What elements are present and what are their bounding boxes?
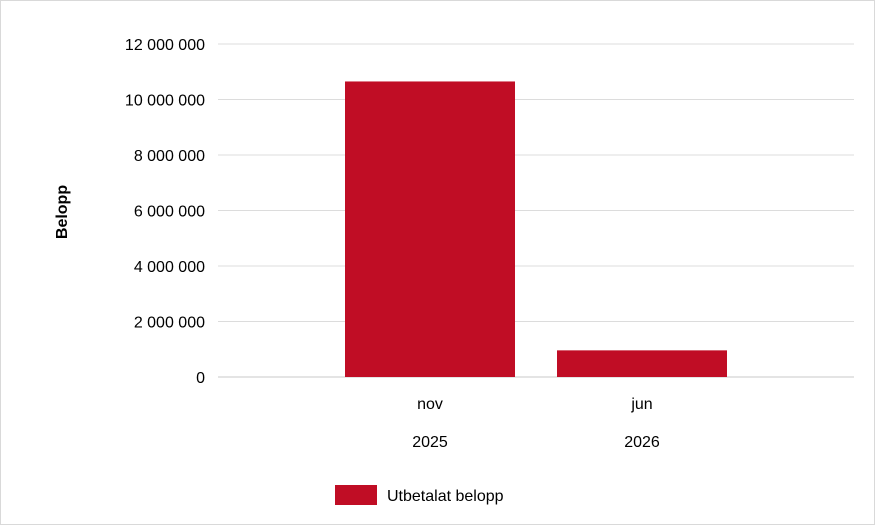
y-tick-label: 8 000 000 (134, 148, 205, 165)
bar (345, 81, 515, 378)
legend-label: Utbetalat belopp (387, 488, 504, 505)
y-tick-label: 2 000 000 (134, 315, 205, 332)
x-tick-label-year: 2025 (412, 434, 448, 451)
legend: Utbetalat belopp (335, 485, 504, 505)
bar (557, 350, 727, 377)
y-tick-label: 0 (196, 370, 205, 387)
gridlines (218, 43, 854, 378)
x-tick-label-year: 2026 (624, 434, 660, 451)
y-axis-title: Belopp (54, 185, 71, 239)
x-tick-label-month: jun (630, 396, 652, 413)
y-tick-label: 10 000 000 (125, 93, 205, 110)
x-tick-label-month: nov (417, 396, 443, 413)
legend-swatch (335, 485, 377, 505)
y-tick-label: 6 000 000 (134, 204, 205, 221)
y-tick-label: 4 000 000 (134, 259, 205, 276)
y-axis-ticks: 0 2 000 000 4 000 000 6 000 000 8 000 000 10 … (125, 37, 205, 387)
x-axis-ticks: nov 2025 jun 2026 (412, 396, 660, 451)
y-tick-label: 12 000 000 (125, 37, 205, 54)
bars (345, 81, 727, 378)
